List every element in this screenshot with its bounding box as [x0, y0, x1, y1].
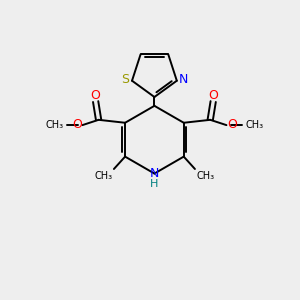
- Text: CH₃: CH₃: [45, 120, 64, 130]
- Text: CH₃: CH₃: [94, 171, 112, 181]
- Text: O: O: [227, 118, 237, 131]
- Text: CH₃: CH₃: [196, 171, 214, 181]
- Text: N: N: [150, 167, 159, 180]
- Text: N: N: [178, 73, 188, 86]
- Text: O: O: [91, 88, 100, 102]
- Text: O: O: [208, 88, 218, 102]
- Text: O: O: [72, 118, 82, 131]
- Text: S: S: [122, 73, 130, 86]
- Text: H: H: [150, 179, 159, 189]
- Text: CH₃: CH₃: [245, 120, 263, 130]
